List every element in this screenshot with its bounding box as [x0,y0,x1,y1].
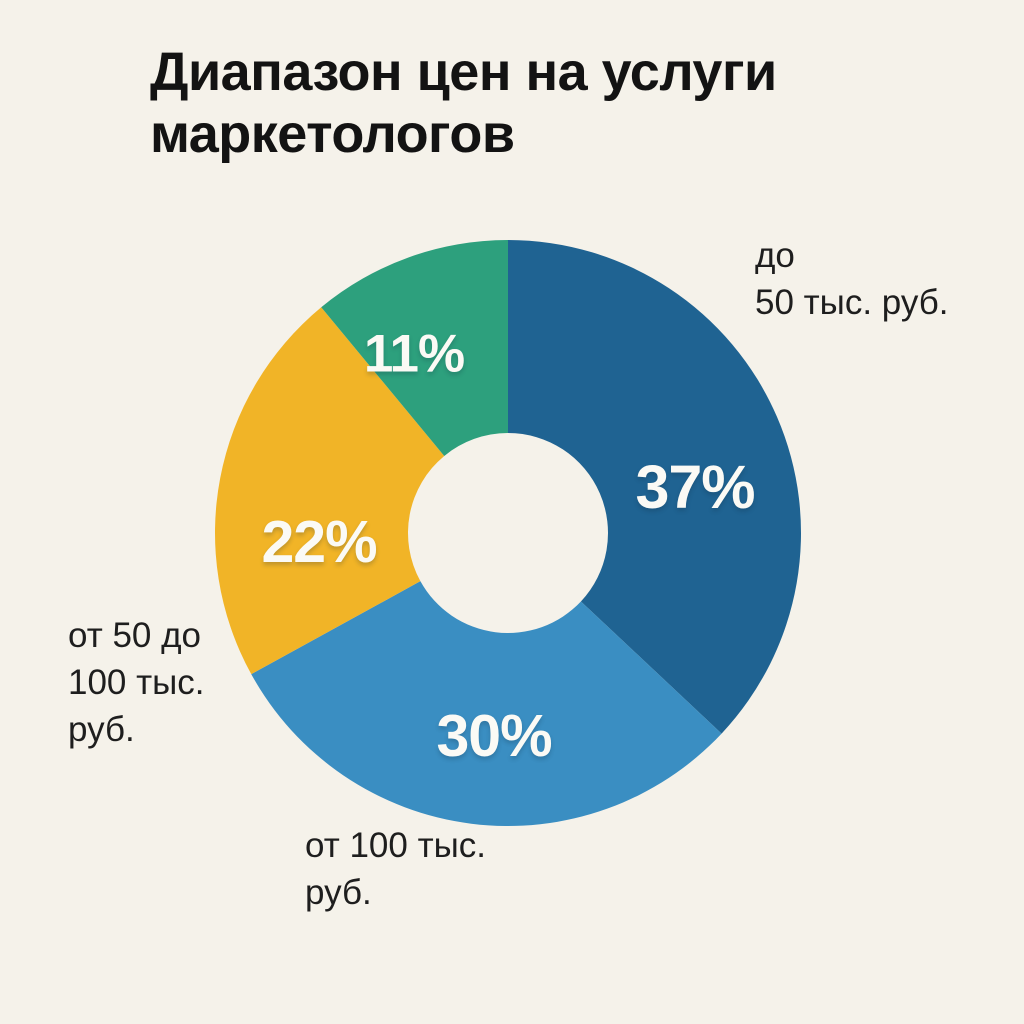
slice-percent-37: 37% [635,453,755,521]
slice-label-up-to-50k: до 50 тыс. руб. [755,236,949,322]
slice-percent-22: 22% [261,509,377,575]
slice-label-50k-to-100k: от 50 до 100 тыс. руб. [68,616,205,749]
slice-percent-30: 30% [436,703,552,769]
pie-slice-37pct [508,240,801,734]
pie-slice-30pct [251,581,722,826]
slice-label-from-100k: от 100 тыс. руб. [305,826,486,912]
slice-percent-11: 11% [363,324,465,384]
pie-slice-22pct [214,307,445,675]
chart-title: Диапазон цен на услуги маркетологов [150,42,777,164]
pie-slice-11pct [321,240,508,456]
